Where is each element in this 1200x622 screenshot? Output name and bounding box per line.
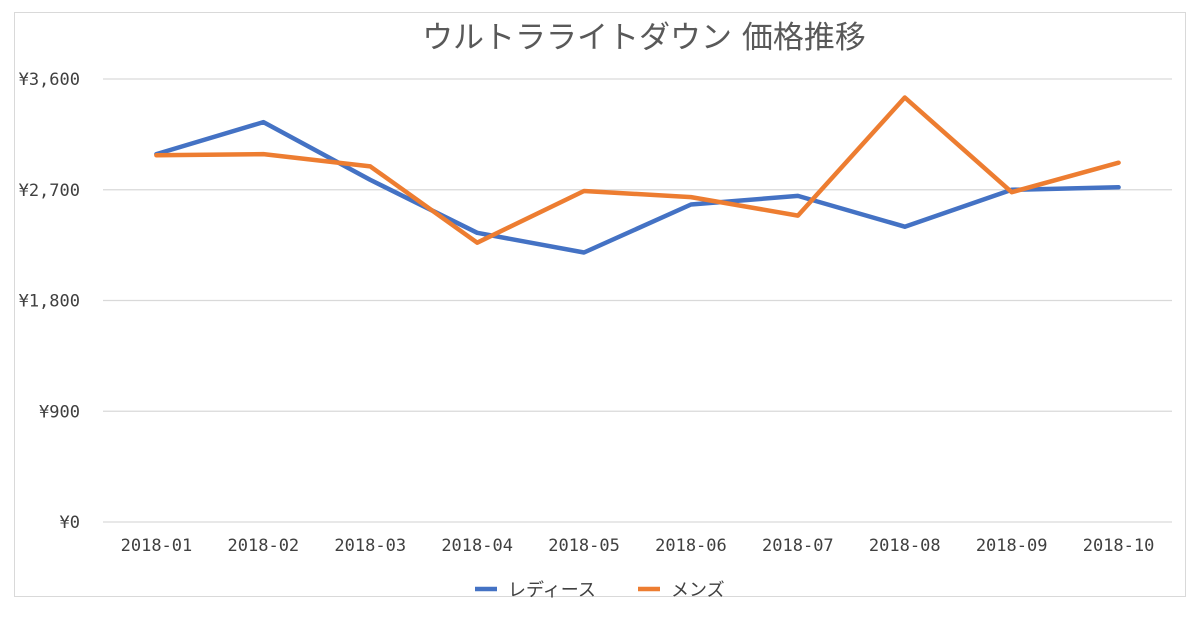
series-lines [154,95,1121,255]
series-line-mens [154,95,1121,245]
x-tick-label: 2018-06 [655,536,727,556]
legend: レディース メンズ [475,580,725,601]
y-tick-label: ¥3,600 [19,70,80,90]
x-tick-label: 2018-09 [976,536,1048,556]
legend-label: レディース [508,580,596,601]
x-tick-label: 2018-04 [441,536,513,556]
legend-label: メンズ [671,580,725,601]
gridlines [103,78,1172,523]
x-tick-label: 2018-05 [548,536,620,556]
y-axis-ticks: ¥0 ¥900 ¥1,800 ¥2,700 ¥3,600 [19,70,80,533]
x-tick-label: 2018-08 [869,536,941,556]
y-tick-label: ¥0 [60,513,80,533]
y-tick-label: ¥1,800 [19,292,80,312]
x-tick-label: 2018-01 [121,536,193,556]
x-tick-label: 2018-10 [1083,536,1155,556]
x-tick-label: 2018-02 [228,536,300,556]
y-tick-label: ¥900 [39,402,80,422]
series-line-ladies [154,119,1121,255]
chart-frame [14,12,1186,597]
x-tick-label: 2018-07 [762,536,834,556]
chart-title: ウルトラライトダウン 価格推移 [422,20,866,56]
x-tick-label: 2018-03 [334,536,406,556]
x-axis-ticks: 2018-01 2018-02 2018-03 2018-04 2018-05 2018-… [121,536,1155,556]
y-tick-label: ¥2,700 [19,181,80,201]
